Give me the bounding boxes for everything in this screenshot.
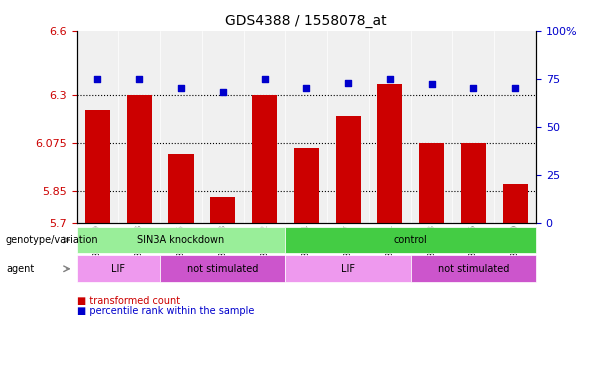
Point: [427, 81, 436, 88]
Bar: [127, 95, 152, 223]
Text: not stimulated: not stimulated: [187, 264, 259, 274]
Text: SIN3A knockdown: SIN3A knockdown: [137, 235, 224, 245]
Text: genotype/variation: genotype/variation: [6, 235, 98, 245]
Text: agent: agent: [6, 264, 34, 274]
Point: [511, 85, 520, 91]
Bar: [294, 148, 319, 223]
Text: ■ transformed count: ■ transformed count: [77, 296, 180, 306]
Bar: [336, 116, 360, 223]
Bar: [168, 154, 194, 223]
Point: [176, 85, 186, 91]
Point: [302, 85, 311, 91]
Point: [385, 76, 395, 82]
Point: [469, 85, 478, 91]
Point: [260, 76, 269, 82]
Bar: [502, 184, 528, 223]
Point: [134, 76, 144, 82]
Text: control: control: [394, 235, 428, 245]
Bar: [252, 95, 277, 223]
Title: GDS4388 / 1558078_at: GDS4388 / 1558078_at: [226, 14, 387, 28]
Point: [92, 76, 102, 82]
Point: [343, 79, 353, 86]
Bar: [378, 84, 402, 223]
Bar: [461, 143, 486, 223]
Bar: [210, 197, 235, 223]
Text: LIF: LIF: [341, 264, 355, 274]
Bar: [419, 143, 444, 223]
Text: not stimulated: not stimulated: [438, 264, 509, 274]
Point: [218, 89, 227, 95]
Bar: [85, 110, 110, 223]
Text: LIF: LIF: [111, 264, 125, 274]
Text: ■ percentile rank within the sample: ■ percentile rank within the sample: [77, 306, 254, 316]
